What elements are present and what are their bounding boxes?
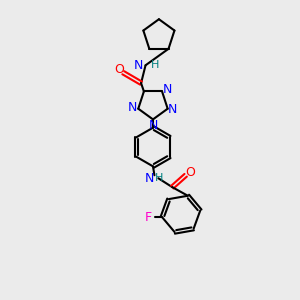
Text: F: F bbox=[145, 211, 152, 224]
Text: H: H bbox=[155, 173, 164, 183]
Text: H: H bbox=[151, 60, 159, 70]
Text: N: N bbox=[134, 59, 143, 72]
Text: O: O bbox=[185, 166, 195, 179]
Text: O: O bbox=[114, 63, 124, 76]
Text: N: N bbox=[162, 83, 172, 96]
Text: N: N bbox=[148, 119, 158, 132]
Text: N: N bbox=[168, 103, 177, 116]
Text: N: N bbox=[145, 172, 154, 185]
Text: N: N bbox=[128, 101, 138, 114]
